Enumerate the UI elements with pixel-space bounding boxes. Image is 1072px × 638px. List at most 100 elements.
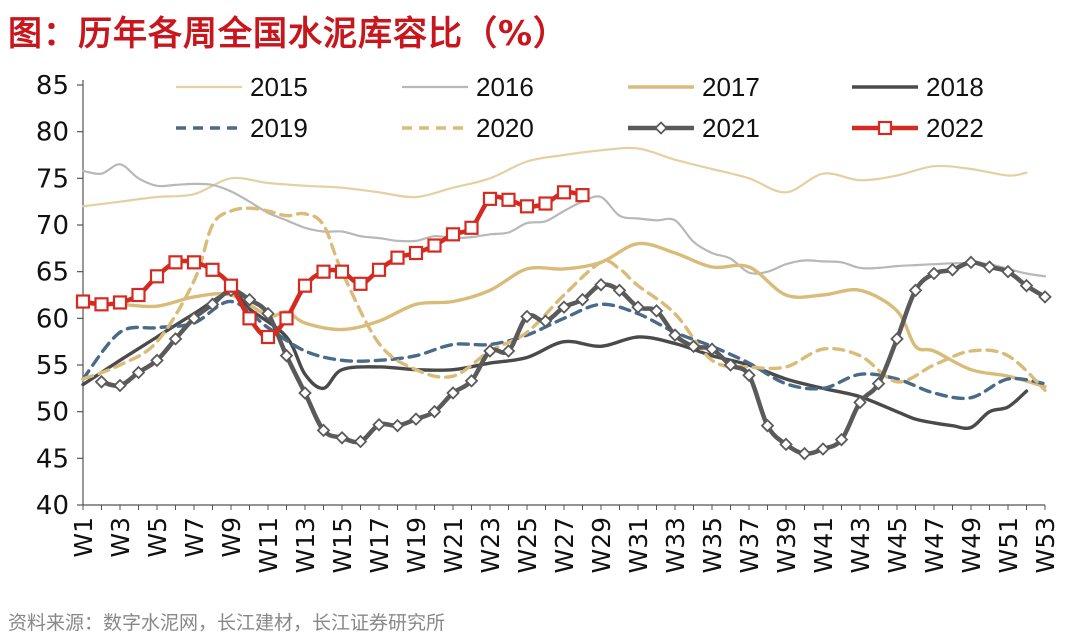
- data-point: [390, 250, 405, 265]
- data-point: [501, 344, 516, 358]
- x-tick-label: W29: [587, 517, 616, 574]
- data-point: [279, 311, 294, 326]
- legend-item-2016: 2016: [402, 72, 534, 102]
- x-tick-label: W31: [624, 517, 653, 574]
- data-point: [446, 386, 460, 400]
- x-tick-label: W23: [476, 517, 505, 574]
- legend-item-2015: 2015: [176, 72, 308, 102]
- data-point: [112, 295, 128, 310]
- data-point: [705, 342, 719, 356]
- data-point: [982, 260, 997, 274]
- data-point: [353, 434, 368, 449]
- data-point: [261, 306, 275, 321]
- data-point: [482, 191, 498, 206]
- data-point: [964, 255, 978, 270]
- data-point: [927, 266, 941, 281]
- data-point: [150, 353, 164, 368]
- data-point: [1019, 278, 1034, 293]
- data-point: [742, 368, 756, 383]
- y-tick-label: 80: [36, 118, 69, 148]
- x-tick-label: W11: [254, 517, 283, 574]
- y-tick-label: 50: [36, 398, 69, 428]
- data-point: [575, 188, 590, 203]
- series-line-2022: [80, 189, 585, 340]
- data-point: [538, 196, 553, 211]
- series-2016: [81, 163, 1047, 278]
- legend-label: 2021: [702, 113, 760, 143]
- x-tick-label: W35: [698, 517, 727, 574]
- y-tick-label: 65: [36, 258, 69, 288]
- x-tick-label: W33: [661, 517, 690, 574]
- data-point: [853, 395, 867, 410]
- x-tick-label: W43: [846, 517, 875, 574]
- x-tick-label: W41: [809, 517, 838, 574]
- x-tick-label: W15: [328, 517, 357, 574]
- series-2015: [81, 146, 1028, 208]
- data-point: [594, 277, 608, 292]
- data-point: [575, 292, 590, 307]
- series-2022: [75, 185, 590, 345]
- x-tick-label: W7: [180, 517, 209, 558]
- data-point: [205, 297, 220, 312]
- legend-label: 2020: [476, 113, 534, 143]
- data-point: [390, 418, 405, 433]
- series-layer: [75, 146, 1052, 461]
- data-point: [408, 245, 424, 261]
- data-point: [501, 192, 516, 207]
- legend-item-2020: 2020: [402, 113, 534, 143]
- x-tick-label: W25: [513, 517, 542, 574]
- data-point: [945, 263, 960, 277]
- x-tick-label: W13: [291, 517, 320, 574]
- data-point: [131, 287, 146, 303]
- data-point: [557, 300, 571, 314]
- x-tick-label: W53: [1031, 517, 1060, 574]
- data-point: [186, 255, 202, 270]
- data-point: [723, 358, 738, 372]
- line-chart: 40 45 50 55 60 65 70 75 80 85 W1 W3 W5 W7 W9 W11 W13 W15 W…: [36, 71, 1060, 574]
- data-point: [686, 339, 701, 354]
- series-2020: [81, 206, 1047, 392]
- y-tick-label: 55: [36, 351, 69, 381]
- data-point: [334, 264, 350, 279]
- x-tick-label: W3: [106, 517, 135, 558]
- data-point: [94, 375, 109, 389]
- data-point: [149, 269, 165, 284]
- legend-label: 2015: [250, 72, 308, 102]
- legend-label: 2018: [926, 72, 984, 102]
- data-point: [1038, 290, 1052, 304]
- legend-label: 2022: [926, 113, 984, 143]
- data-point: [316, 423, 331, 438]
- axes: 40 45 50 55 60 65 70 75 80 85 W1 W3 W5 W7 W9 W11 W13 W15 W…: [36, 71, 1060, 574]
- legend-marker: [877, 120, 893, 136]
- data-point: [353, 276, 368, 291]
- data-point: [223, 278, 239, 293]
- data-point: [445, 227, 461, 242]
- data-point: [94, 297, 109, 312]
- data-point: [816, 442, 830, 456]
- data-point: [316, 264, 331, 279]
- data-point: [779, 437, 793, 452]
- data-point: [242, 311, 257, 326]
- legend-item-2019: 2019: [176, 113, 308, 143]
- x-tick-label: W27: [550, 517, 579, 574]
- data-point: [797, 446, 812, 461]
- data-point: [168, 255, 183, 270]
- data-point: [242, 292, 257, 307]
- y-tick-label: 70: [36, 211, 69, 241]
- y-tick-label: 85: [36, 71, 69, 101]
- legend-item-2022: 2022: [852, 113, 984, 143]
- data-point: [760, 418, 775, 433]
- series-line-2016: [81, 163, 1047, 278]
- data-point: [187, 311, 201, 326]
- x-tick-label: W19: [402, 517, 431, 574]
- data-point: [279, 348, 294, 363]
- data-point: [612, 283, 627, 298]
- data-point: [409, 412, 423, 426]
- source-note: 资料来源：数字水泥网，长江建材，长江证券研究所: [8, 612, 446, 634]
- data-point: [260, 329, 276, 345]
- data-point: [890, 332, 904, 346]
- series-line-2020: [81, 206, 1047, 392]
- data-point: [908, 283, 923, 298]
- x-tick-label: W47: [920, 517, 949, 574]
- legend-marker: [654, 121, 668, 135]
